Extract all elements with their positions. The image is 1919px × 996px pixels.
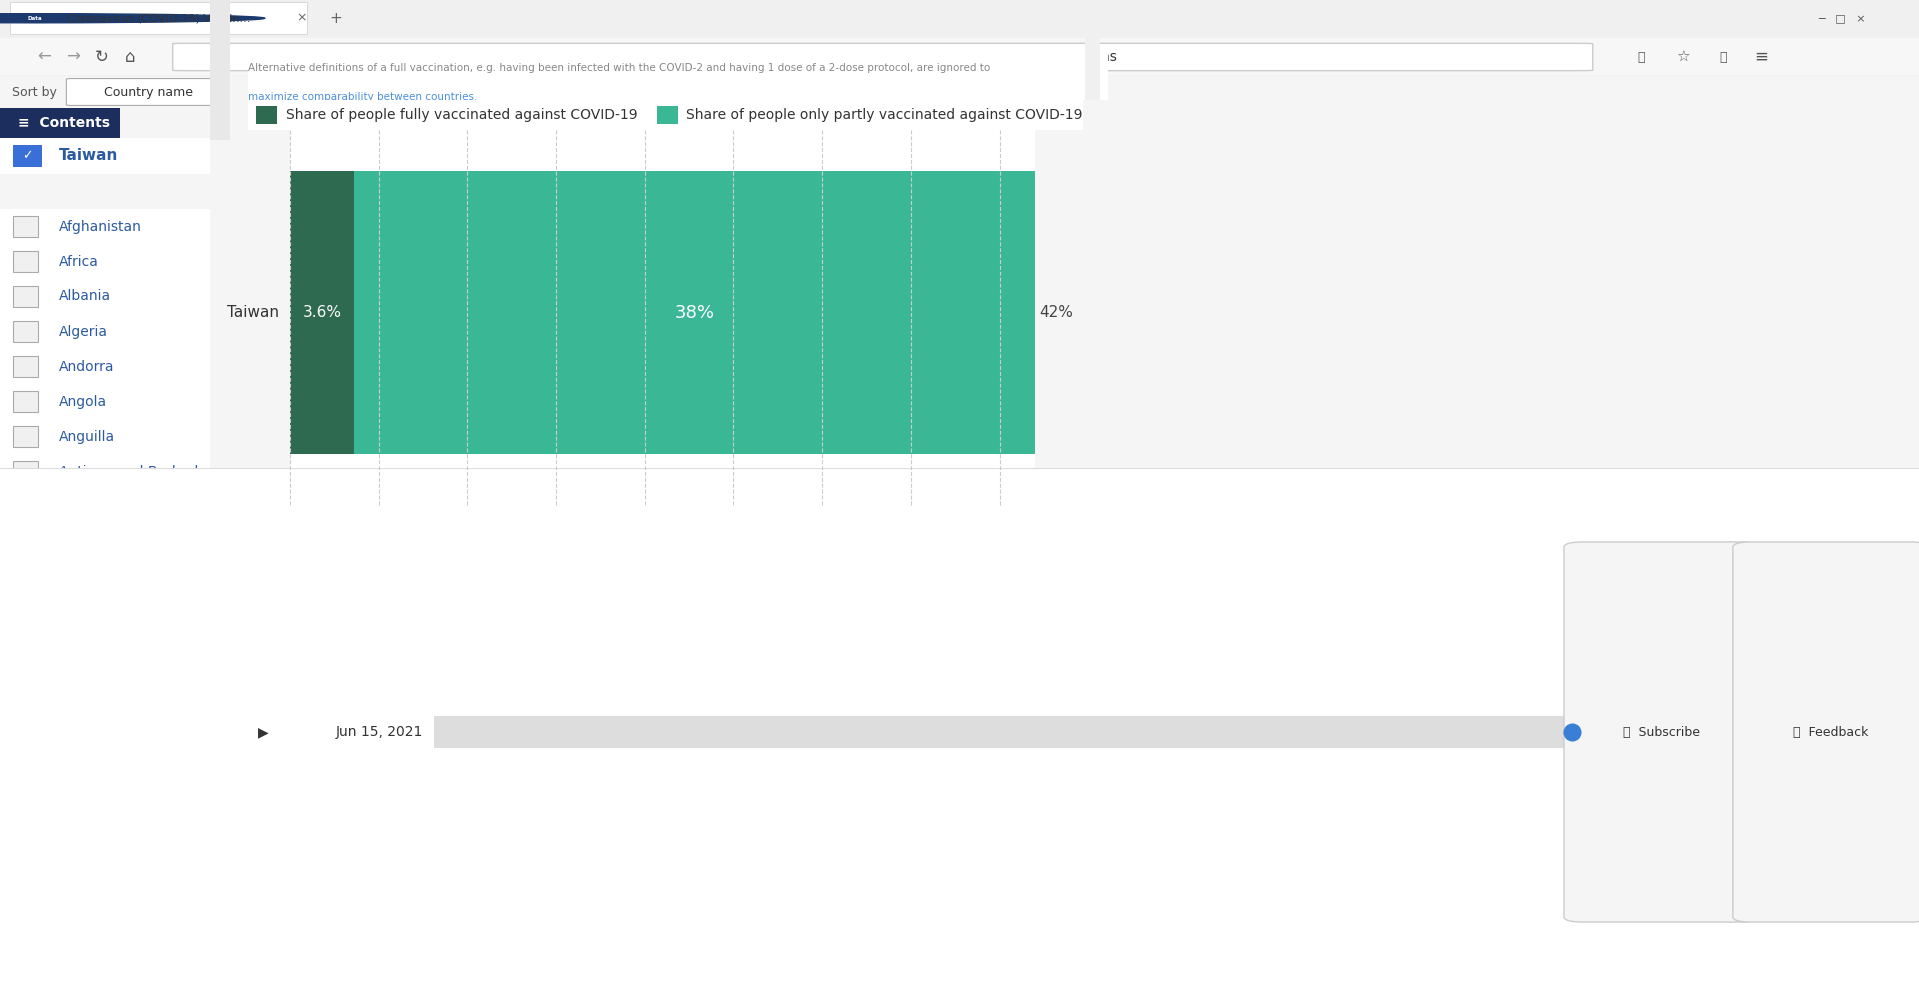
Bar	[656, 106, 677, 124]
Bar	[353, 171, 1034, 453]
Text: ⌂: ⌂	[125, 48, 136, 66]
Text: ✓: ✓	[21, 149, 33, 162]
Text: ☆: ☆	[1675, 50, 1691, 65]
Text: Taiwan: Taiwan	[226, 305, 278, 320]
Text: 🛡: 🛡	[1719, 51, 1727, 64]
Bar	[290, 171, 353, 453]
Text: Share of people only partly vaccinated against COVID-19: Share of people only partly vaccinated a…	[687, 108, 1082, 122]
Text: Argentina: Argentina	[59, 500, 127, 514]
Text: Sort by: Sort by	[12, 86, 58, 99]
Bar	[13, 391, 38, 412]
Text: Albania: Albania	[59, 290, 111, 304]
Bar	[13, 356, 38, 377]
Text: Asia: Asia	[59, 605, 88, 619]
FancyBboxPatch shape	[1733, 542, 1919, 922]
Bar	[13, 531, 38, 552]
Text: Armenia: Armenia	[59, 535, 117, 549]
Bar	[257, 106, 276, 124]
Text: Africa: Africa	[59, 255, 98, 269]
Text: ─   □   ×: ─ □ ×	[1819, 13, 1865, 23]
Bar	[13, 461, 38, 482]
Text: Algeria: Algeria	[59, 325, 107, 339]
Bar	[13, 321, 38, 342]
Text: Alternative definitions of a full vaccination, e.g. having been infected with th: Alternative definitions of a full vaccin…	[248, 63, 990, 73]
Text: Taiwan: Taiwan	[59, 148, 119, 163]
Text: Antigua and Barbuda: Antigua and Barbuda	[59, 464, 207, 478]
Bar	[13, 251, 38, 272]
Text: 🔒: 🔒	[255, 52, 261, 62]
Text: Aruba: Aruba	[59, 570, 100, 584]
Text: CC BY: CC BY	[248, 530, 280, 540]
Text: 38%: 38%	[674, 304, 714, 322]
Text: ←: ←	[36, 48, 52, 66]
Bar	[10, 2, 307, 34]
Bar	[13, 601, 38, 622]
Text: +: +	[330, 11, 342, 26]
Text: 📋: 📋	[1637, 51, 1645, 64]
Bar	[434, 716, 1572, 748]
Text: Share of people fully vaccinated against COVID-19: Share of people fully vaccinated against…	[286, 108, 637, 122]
Text: Andorra: Andorra	[59, 360, 115, 374]
Bar	[13, 566, 38, 587]
Text: https://ourworldindata.org/covid-vaccinations: https://ourworldindata.org/covid-vaccina…	[802, 50, 1117, 64]
Text: ▶: ▶	[257, 725, 269, 739]
Text: 📧  Subscribe: 📧 Subscribe	[1623, 725, 1700, 738]
FancyBboxPatch shape	[67, 79, 219, 106]
Bar	[13, 145, 42, 166]
FancyBboxPatch shape	[1564, 542, 1760, 922]
Bar	[13, 426, 38, 447]
Text: ↻: ↻	[94, 48, 109, 66]
Text: maximize comparability between countries.: maximize comparability between countries…	[248, 93, 478, 103]
Text: ≡: ≡	[1754, 48, 1769, 66]
Text: Afghanistan: Afghanistan	[59, 219, 142, 233]
Circle shape	[0, 14, 265, 23]
Text: Anguilla: Anguilla	[59, 429, 115, 443]
Text: ≡  Contents: ≡ Contents	[17, 116, 109, 130]
Text: ⇅: ⇅	[209, 85, 221, 99]
Text: ×: ×	[296, 12, 307, 25]
Text: →: →	[65, 48, 81, 66]
Text: Coronavirus (COVID-19) Vaccin...: Coronavirus (COVID-19) Vaccin...	[67, 13, 251, 23]
Text: Jun 15, 2021: Jun 15, 2021	[336, 725, 424, 739]
Text: Country name: Country name	[104, 86, 194, 99]
Text: Data: Data	[27, 16, 42, 21]
FancyBboxPatch shape	[173, 43, 1593, 71]
Text: 42%: 42%	[1040, 305, 1073, 320]
Bar	[13, 216, 38, 237]
Text: 💬  Feedback: 💬 Feedback	[1792, 725, 1869, 738]
Text: 3.6%: 3.6%	[303, 305, 342, 320]
Bar	[13, 286, 38, 307]
Text: 🛡: 🛡	[221, 52, 226, 62]
Text: Angola: Angola	[59, 394, 107, 408]
Bar	[13, 496, 38, 517]
Text: Source: Official data collated by Our World in Data. This data is only available: Source: Official data collated by Our Wo…	[248, 488, 1255, 510]
